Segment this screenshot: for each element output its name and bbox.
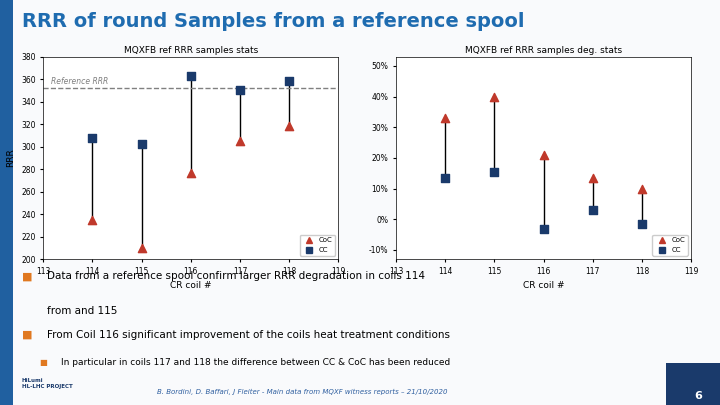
Point [636,185,648,192]
Point [284,78,295,85]
Text: ■: ■ [22,271,32,281]
Point [86,134,98,141]
Text: 6: 6 [694,391,702,401]
Point [136,141,148,148]
Point [587,175,598,181]
Legend: CoC, CC: CoC, CC [652,235,688,256]
Point [284,123,295,130]
Text: In particular in coils 117 and 118 the difference between CC & CoC has been redu: In particular in coils 117 and 118 the d… [61,358,451,367]
Legend: CoC, CC: CoC, CC [300,235,335,256]
Text: From Coil 116 significant improvement of the coils heat treatment conditions: From Coil 116 significant improvement of… [47,330,450,340]
Point [636,221,648,227]
Point [538,225,549,232]
Point [439,175,451,181]
Title: MQXFB ref RRR samples deg. stats: MQXFB ref RRR samples deg. stats [465,45,622,55]
Point [489,93,500,100]
Point [136,245,148,251]
Point [234,87,246,94]
Text: Reference RRR: Reference RRR [50,77,108,86]
Text: ■: ■ [22,330,32,340]
Text: Data from a reference spool confirm larger RRR degradation in coils 114: Data from a reference spool confirm larg… [47,271,425,281]
Text: RRR of round Samples from a reference spool: RRR of round Samples from a reference sp… [22,12,524,31]
Text: from and 115: from and 115 [47,306,117,316]
Point [185,72,197,79]
Y-axis label: RRR: RRR [6,149,15,167]
Text: HiLumi
HL-LHC PROJECT: HiLumi HL-LHC PROJECT [22,378,72,389]
Point [86,217,98,223]
X-axis label: CR coil #: CR coil # [523,281,564,290]
Title: MQXFB ref RRR samples stats: MQXFB ref RRR samples stats [124,45,258,55]
Point [489,168,500,175]
Point [234,138,246,144]
Point [185,169,197,176]
Point [439,115,451,122]
X-axis label: CR coil #: CR coil # [170,281,212,290]
Point [538,151,549,158]
Point [587,207,598,213]
Text: B. Bordini, D. Baffari, J Fleiter - Main data from MQXF witness reports – 21/10/: B. Bordini, D. Baffari, J Fleiter - Main… [157,389,448,395]
Text: ■: ■ [40,358,48,367]
